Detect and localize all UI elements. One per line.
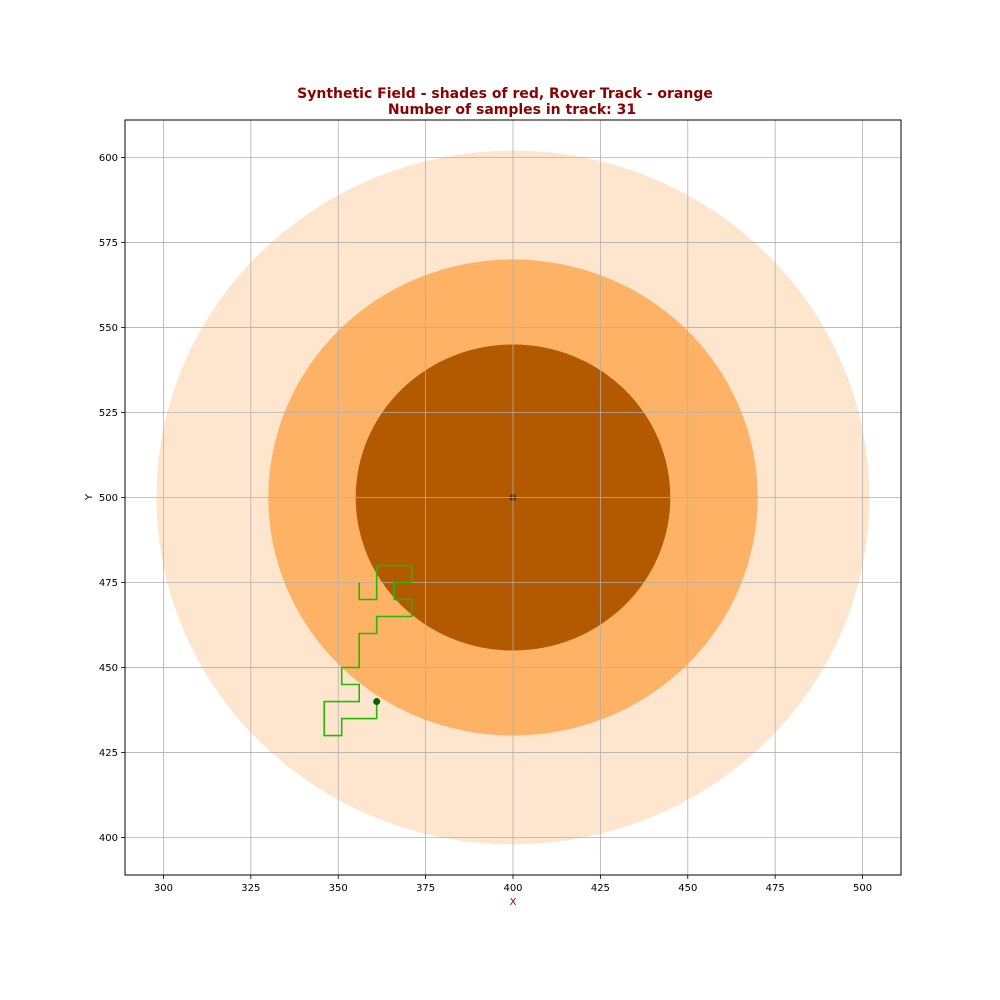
x-tick-label: 300: [154, 883, 173, 894]
y-axis-label: Y: [84, 493, 95, 501]
x-tick-label: 400: [503, 883, 522, 894]
y-tick-label: 475: [99, 578, 118, 589]
x-tick-label: 325: [241, 883, 260, 894]
x-tick-label: 475: [766, 883, 785, 894]
x-tick-label: 375: [416, 883, 435, 894]
rover-start-marker: [373, 698, 381, 706]
y-tick-label: 425: [99, 748, 118, 759]
y-tick-label: 525: [99, 408, 118, 419]
y-tick-label: 500: [99, 493, 118, 504]
chart-title-line-1: Synthetic Field - shades of red, Rover T…: [297, 86, 713, 102]
y-tick-label: 450: [99, 663, 118, 674]
x-axis-label: X: [510, 897, 517, 908]
y-tick-label: 400: [99, 833, 118, 844]
x-tick-label: 450: [678, 883, 697, 894]
x-tick-label: 350: [329, 883, 348, 894]
rover-track-path: [323, 564, 413, 737]
y-axis-ticks: 400 425 450 475 500 525 550 575 600: [99, 153, 125, 844]
x-axis-ticks: 300 325 350 375 400 425 450 475 500: [154, 875, 872, 894]
x-tick-label: 500: [853, 883, 872, 894]
chart-title-line-2: Number of samples in track: 31: [388, 102, 636, 118]
plot-area: [124, 119, 902, 876]
y-tick-label: 600: [99, 153, 118, 164]
grid-lines: [125, 120, 901, 875]
rover-track: [323, 564, 413, 737]
y-tick-label: 575: [99, 238, 118, 249]
y-tick-label: 550: [99, 323, 118, 334]
x-tick-label: 425: [591, 883, 610, 894]
